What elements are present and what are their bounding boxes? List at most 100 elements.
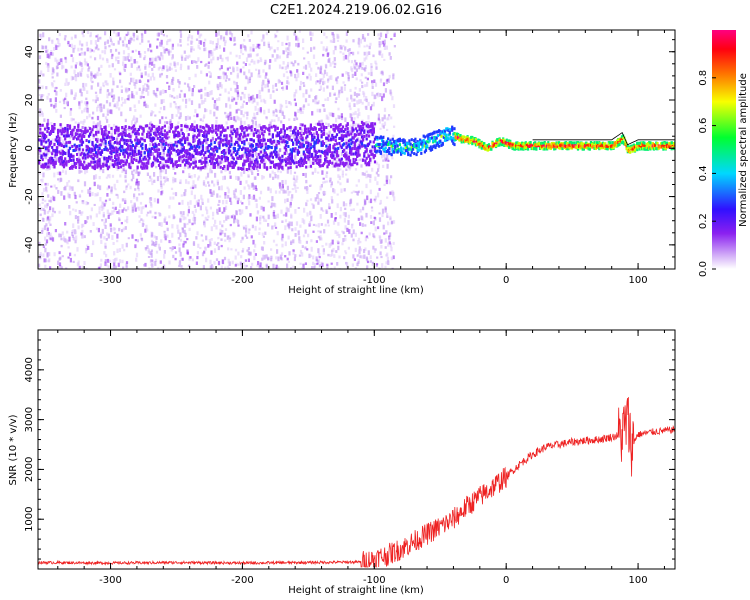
heatmap-cell [230, 153, 232, 156]
heatmap-cell [172, 163, 174, 166]
heatmap-cell [71, 145, 73, 148]
heatmap-cell [180, 64, 182, 68]
heatmap-cell [355, 111, 357, 115]
heatmap-cell [194, 195, 196, 200]
heatmap-cell [270, 206, 272, 208]
heatmap-cell [222, 260, 224, 265]
heatmap-cell [106, 59, 108, 63]
heatmap-cell [161, 116, 163, 119]
heatmap-cell [137, 185, 139, 189]
heatmap-cell [298, 151, 300, 154]
heatmap-cell [319, 264, 321, 267]
heatmap-cell [264, 166, 266, 169]
heatmap-cell [59, 101, 61, 103]
heatmap-cell [239, 145, 241, 148]
heatmap-cell [72, 77, 74, 80]
heatmap-cell [141, 39, 143, 43]
heatmap-cell [335, 77, 337, 81]
heatmap-cell [116, 154, 118, 157]
heatmap-cell [205, 236, 207, 241]
heatmap-cell [307, 187, 309, 190]
heatmap-cell [370, 215, 372, 219]
heatmap-cell [386, 180, 388, 184]
heatmap-cell [177, 229, 179, 233]
heatmap-cell [375, 196, 377, 200]
heatmap-cell [302, 218, 304, 223]
heatmap-cell [276, 244, 278, 246]
heatmap-cell [215, 120, 217, 124]
heatmap-cell [259, 75, 261, 78]
heatmap-cell [294, 209, 296, 214]
heatmap-cell [66, 69, 68, 73]
heatmap-cell [166, 133, 168, 136]
heatmap-cell [343, 231, 345, 234]
heatmap-cell [303, 104, 305, 107]
heatmap-cell [294, 60, 296, 63]
heatmap-cell [60, 234, 62, 238]
heatmap-cell [133, 154, 135, 157]
heatmap-cell [53, 47, 55, 51]
heatmap-cell [245, 149, 247, 152]
heatmap-cell [310, 184, 312, 186]
heatmap-cell [143, 102, 145, 106]
heatmap-cell [202, 166, 204, 169]
heatmap-cell [362, 172, 364, 175]
heatmap-cell [385, 246, 387, 249]
heatmap-cell [284, 152, 286, 155]
heatmap-cell [207, 181, 209, 184]
heatmap-cell [184, 223, 186, 228]
heatmap-cell [385, 206, 387, 210]
heatmap-cell [64, 157, 66, 160]
heatmap-cell [352, 239, 354, 242]
heatmap-cell [93, 134, 95, 137]
heatmap-cell [201, 157, 203, 159]
heatmap-cell [275, 190, 277, 193]
heatmap-cell [253, 61, 255, 65]
heatmap-cell [254, 161, 256, 164]
heatmap-cell [153, 172, 155, 177]
heatmap-cell [179, 39, 181, 43]
heatmap-cell [277, 40, 279, 42]
heatmap-cell [124, 220, 126, 223]
heatmap-cell [187, 66, 189, 70]
heatmap-cell [223, 165, 225, 168]
heatmap-cell [65, 93, 67, 97]
heatmap-cell [157, 38, 159, 40]
heatmap-cell [379, 188, 381, 191]
heatmap-cell [272, 133, 274, 136]
heatmap-cell [378, 118, 380, 121]
heatmap-cell [368, 102, 370, 106]
heatmap-cell [57, 172, 59, 175]
heatmap-cell [250, 96, 252, 100]
heatmap-cell [271, 151, 273, 154]
heatmap-cell [268, 124, 270, 126]
heatmap-cell [341, 47, 343, 50]
heatmap-cell [168, 215, 170, 218]
heatmap-cell [82, 126, 84, 129]
heatmap-cell [147, 173, 149, 177]
heatmap-cell [83, 261, 85, 265]
heatmap-cell [264, 130, 266, 133]
heatmap-cell [342, 74, 344, 77]
heatmap-cell [138, 193, 140, 195]
heatmap-cell [166, 235, 168, 238]
heatmap-cell [373, 80, 375, 84]
heatmap-cell [42, 74, 44, 77]
heatmap-cell [56, 153, 58, 156]
heatmap-cell [358, 65, 360, 69]
heatmap-cell [368, 72, 370, 75]
heatmap-cell [393, 104, 395, 108]
heatmap-cell [375, 227, 377, 232]
heatmap-cell [178, 134, 180, 137]
heatmap-cell [77, 126, 79, 129]
heatmap-cell [121, 97, 123, 101]
heatmap-cell [300, 81, 302, 85]
heatmap-cell [210, 250, 212, 254]
heatmap-cell [232, 132, 234, 135]
heatmap-cell [178, 237, 180, 240]
heatmap-cell [160, 260, 162, 263]
heatmap-cell [136, 253, 138, 258]
heatmap-cell [212, 41, 214, 45]
heatmap-cell [178, 159, 180, 162]
heatmap-cell [245, 234, 247, 236]
